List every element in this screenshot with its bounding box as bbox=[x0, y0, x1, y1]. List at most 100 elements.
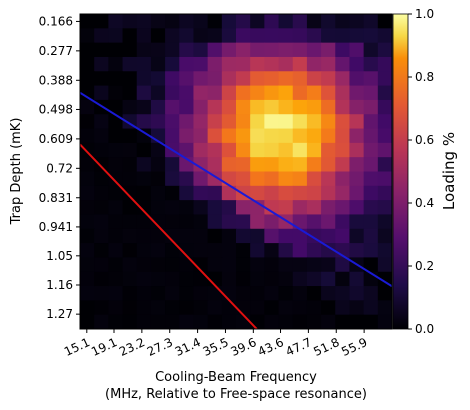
heatmap-cell bbox=[193, 71, 209, 87]
heatmap-cell bbox=[179, 314, 195, 329]
heatmap-cell bbox=[306, 286, 322, 301]
heatmap-cell bbox=[150, 157, 166, 173]
heatmap-cell bbox=[94, 228, 109, 244]
heatmap-cell bbox=[335, 171, 351, 187]
y-tick-label: 1.16 bbox=[46, 278, 73, 292]
heatmap-cell bbox=[221, 56, 237, 72]
heatmap-cell bbox=[122, 157, 138, 173]
y-tick-label: 1.27 bbox=[46, 307, 73, 321]
heatmap-cell bbox=[193, 200, 209, 216]
heatmap-cell bbox=[335, 114, 351, 130]
heatmap-cell bbox=[278, 228, 294, 244]
heatmap-cell bbox=[150, 114, 166, 130]
heatmap-cell bbox=[94, 142, 109, 158]
heatmap-cell bbox=[278, 114, 294, 130]
heatmap-cell bbox=[278, 85, 294, 101]
heatmap-cell bbox=[179, 200, 195, 216]
heatmap-cell bbox=[80, 128, 95, 144]
heatmap-cell bbox=[80, 228, 95, 244]
heatmap-cell bbox=[292, 243, 308, 259]
heatmap-cell bbox=[122, 171, 138, 187]
colorbar-tick-label: 0.0 bbox=[415, 322, 434, 336]
heatmap-cell bbox=[80, 257, 95, 273]
heatmap-cell bbox=[278, 171, 294, 187]
heatmap-cell bbox=[292, 28, 308, 44]
heatmap-cell bbox=[136, 56, 152, 72]
heatmap-cell bbox=[349, 99, 365, 115]
heatmap-cell bbox=[80, 286, 95, 301]
heatmap-cell bbox=[236, 214, 251, 230]
heatmap-cell bbox=[80, 28, 95, 44]
fit-line bbox=[80, 91, 392, 288]
heatmap-cell bbox=[250, 314, 265, 329]
heatmap-cell bbox=[236, 228, 251, 244]
heatmap-cell bbox=[278, 271, 294, 287]
heatmap-cell bbox=[363, 243, 379, 259]
heatmap-cell bbox=[377, 171, 392, 187]
heatmap-cell bbox=[80, 42, 95, 58]
heatmap-cell bbox=[250, 142, 265, 158]
heatmap-cell bbox=[193, 286, 209, 301]
heatmap-cell bbox=[335, 257, 351, 273]
heatmap-cell bbox=[207, 228, 223, 244]
heatmap-cell bbox=[335, 71, 351, 87]
heatmap-cell bbox=[193, 157, 209, 173]
heatmap-cell bbox=[321, 257, 336, 273]
heatmap-cell bbox=[150, 14, 166, 29]
heatmap-cell bbox=[165, 185, 180, 201]
heatmap-cell bbox=[278, 314, 294, 329]
heatmap-cell bbox=[349, 214, 365, 230]
heatmap-cell bbox=[236, 114, 251, 130]
heatmap-cell bbox=[321, 271, 336, 287]
heatmap-cell bbox=[108, 85, 124, 101]
heatmap-cell bbox=[321, 14, 336, 29]
heatmap-cell bbox=[179, 128, 195, 144]
heatmap-cell bbox=[165, 28, 180, 44]
heatmap-cell bbox=[150, 300, 166, 316]
heatmap-cell bbox=[165, 228, 180, 244]
heatmap-cell bbox=[363, 171, 379, 187]
x-axis-label-line2: (MHz, Relative to Free-space resonance) bbox=[105, 387, 367, 402]
heatmap-cell bbox=[335, 300, 351, 316]
heatmap-cell bbox=[278, 28, 294, 44]
heatmap-cell bbox=[278, 200, 294, 216]
heatmap-cell bbox=[306, 271, 322, 287]
colorbar-tick-label: 1.0 bbox=[415, 7, 434, 21]
y-tick-label: 1.05 bbox=[46, 249, 73, 263]
heatmap-cell bbox=[94, 71, 109, 87]
heatmap-cell bbox=[80, 142, 95, 158]
heatmap-cell bbox=[236, 56, 251, 72]
heatmap-cell bbox=[349, 157, 365, 173]
heatmap-cell bbox=[80, 157, 95, 173]
heatmap-cell bbox=[221, 157, 237, 173]
heatmap-cell bbox=[377, 243, 392, 259]
heatmap-cell bbox=[179, 85, 195, 101]
heatmap-cell bbox=[207, 56, 223, 72]
heatmap-cell bbox=[122, 99, 138, 115]
heatmap-cell bbox=[236, 28, 251, 44]
heatmap-cell bbox=[321, 243, 336, 259]
heatmap-cell bbox=[165, 56, 180, 72]
heatmap-cell bbox=[349, 228, 365, 244]
heatmap-cell bbox=[363, 71, 379, 87]
heatmap-cell bbox=[377, 214, 392, 230]
heatmap-cell bbox=[250, 286, 265, 301]
heatmap-cell bbox=[80, 71, 95, 87]
heatmap-cell bbox=[264, 157, 280, 173]
heatmap-cell bbox=[264, 243, 280, 259]
heatmap-cell bbox=[150, 71, 166, 87]
heatmap-cell bbox=[179, 300, 195, 316]
x-tick-label: 47.7 bbox=[284, 335, 314, 359]
heatmap-cell bbox=[122, 85, 138, 101]
heatmap-cell bbox=[264, 171, 280, 187]
heatmap-cell bbox=[236, 71, 251, 87]
heatmap-cell bbox=[278, 142, 294, 158]
heatmap-cell bbox=[236, 14, 251, 29]
heatmap-cell bbox=[321, 71, 336, 87]
heatmap-cell bbox=[377, 257, 392, 273]
heatmap-cell bbox=[80, 243, 95, 259]
heatmap-cell bbox=[278, 99, 294, 115]
heatmap-cell bbox=[292, 114, 308, 130]
heatmap-cell bbox=[193, 142, 209, 158]
heatmap-cell bbox=[349, 42, 365, 58]
